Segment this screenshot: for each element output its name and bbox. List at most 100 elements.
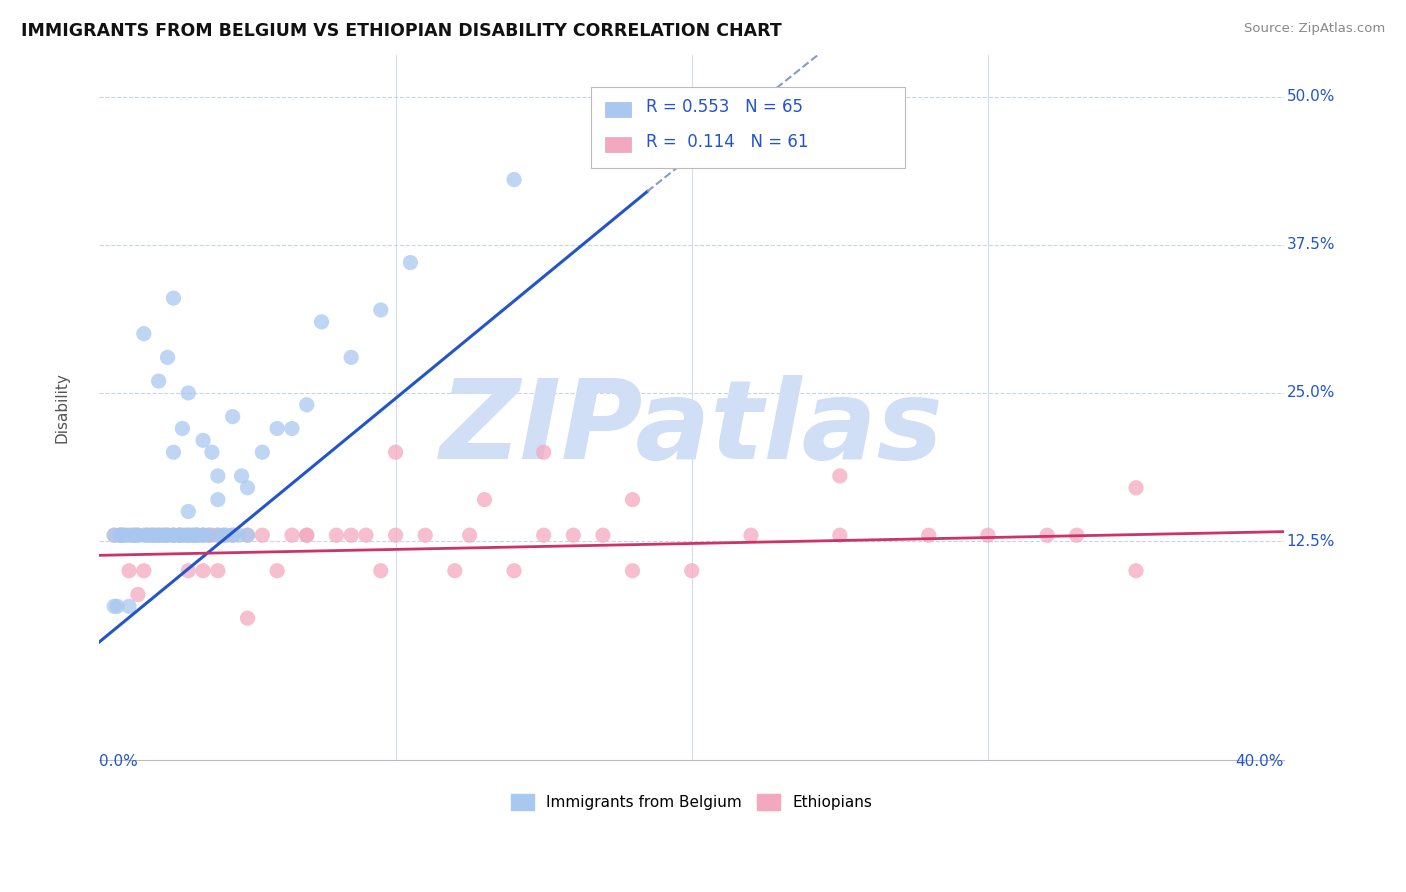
Point: [681, 564, 703, 578]
Point: [132, 528, 155, 542]
Point: [183, 528, 205, 542]
Point: [153, 528, 176, 542]
Point: [384, 445, 406, 459]
Point: [105, 599, 128, 614]
Point: [156, 528, 179, 542]
Point: [156, 351, 179, 365]
Point: [201, 528, 224, 542]
Point: [124, 528, 146, 542]
Point: [370, 303, 392, 318]
FancyBboxPatch shape: [605, 137, 631, 153]
Point: [108, 528, 131, 542]
Text: 0.0%: 0.0%: [100, 755, 138, 770]
Point: [135, 528, 157, 542]
Point: [108, 528, 131, 542]
Point: [177, 528, 200, 542]
Point: [207, 469, 229, 483]
Point: [1125, 481, 1147, 495]
Point: [183, 528, 205, 542]
Point: [115, 528, 138, 542]
Point: [562, 528, 585, 542]
Point: [443, 564, 465, 578]
Point: [162, 528, 184, 542]
Point: [132, 564, 155, 578]
Point: [162, 291, 184, 305]
Point: [132, 326, 155, 341]
Point: [198, 528, 221, 542]
Point: [1036, 528, 1059, 542]
Point: [228, 528, 250, 542]
Point: [169, 528, 191, 542]
Point: [236, 611, 259, 625]
Point: [186, 528, 208, 542]
Point: [533, 528, 555, 542]
Point: [370, 564, 392, 578]
Point: [281, 421, 304, 435]
Point: [340, 351, 363, 365]
Point: [207, 528, 229, 542]
Point: [918, 528, 941, 542]
Point: [150, 528, 173, 542]
Point: [325, 528, 347, 542]
Point: [295, 398, 318, 412]
Point: [1125, 564, 1147, 578]
Point: [127, 528, 149, 542]
Point: [977, 528, 1000, 542]
Point: [191, 528, 214, 542]
Point: [153, 528, 176, 542]
Point: [621, 492, 644, 507]
Point: [139, 528, 162, 542]
Point: [124, 528, 146, 542]
Text: 25.0%: 25.0%: [1286, 385, 1334, 401]
Point: [354, 528, 377, 542]
Point: [191, 528, 214, 542]
Point: [172, 421, 194, 435]
Point: [103, 528, 125, 542]
Point: [503, 172, 526, 186]
Point: [212, 528, 235, 542]
Point: [156, 528, 179, 542]
Legend: Immigrants from Belgium, Ethiopians: Immigrants from Belgium, Ethiopians: [505, 788, 879, 816]
Point: [162, 528, 184, 542]
Point: [266, 564, 288, 578]
Text: 40.0%: 40.0%: [1236, 755, 1284, 770]
Point: [186, 528, 208, 542]
Point: [474, 492, 496, 507]
Point: [142, 528, 165, 542]
FancyBboxPatch shape: [591, 87, 905, 168]
Point: [169, 528, 191, 542]
Point: [340, 528, 363, 542]
Point: [177, 386, 200, 401]
Point: [108, 528, 131, 542]
Point: [142, 528, 165, 542]
Point: [186, 528, 208, 542]
Point: [207, 564, 229, 578]
Point: [174, 528, 197, 542]
Point: [621, 564, 644, 578]
Text: Source: ZipAtlas.com: Source: ZipAtlas.com: [1244, 22, 1385, 36]
Point: [177, 564, 200, 578]
Point: [148, 374, 170, 388]
Point: [103, 528, 125, 542]
Point: [413, 528, 436, 542]
Point: [252, 445, 274, 459]
Text: R = 0.553   N = 65: R = 0.553 N = 65: [645, 97, 803, 116]
Point: [399, 255, 422, 269]
FancyBboxPatch shape: [605, 102, 631, 117]
Point: [592, 528, 614, 542]
Point: [215, 528, 238, 542]
Point: [191, 434, 214, 448]
Point: [148, 528, 170, 542]
Point: [252, 528, 274, 542]
Point: [740, 528, 762, 542]
Point: [222, 528, 245, 542]
Point: [118, 528, 141, 542]
Point: [118, 564, 141, 578]
Point: [503, 564, 526, 578]
Point: [172, 528, 194, 542]
Point: [295, 528, 318, 542]
Point: [533, 445, 555, 459]
Point: [112, 528, 135, 542]
Point: [191, 528, 214, 542]
Point: [281, 528, 304, 542]
